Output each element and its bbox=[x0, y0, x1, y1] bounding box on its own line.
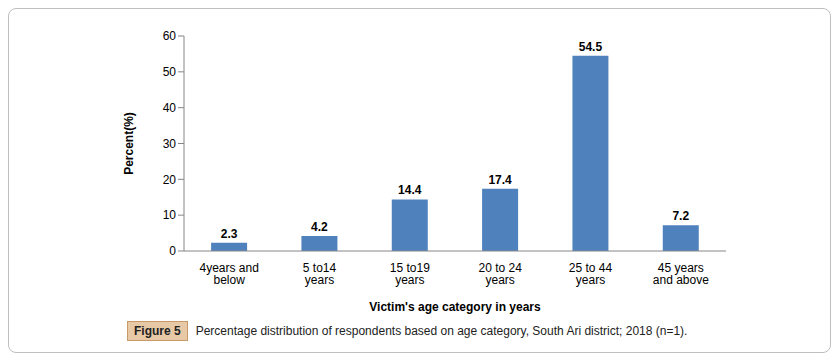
svg-text:17.4: 17.4 bbox=[488, 173, 512, 187]
svg-text:10: 10 bbox=[163, 208, 177, 222]
svg-text:25 to 44years: 25 to 44years bbox=[569, 261, 613, 287]
svg-text:7.2: 7.2 bbox=[672, 209, 689, 223]
svg-text:30: 30 bbox=[163, 137, 177, 151]
svg-text:20 to 24years: 20 to 24years bbox=[478, 261, 522, 287]
svg-text:15 to19years: 15 to19years bbox=[390, 261, 430, 287]
svg-text:4.2: 4.2 bbox=[311, 220, 328, 234]
svg-text:40: 40 bbox=[163, 101, 177, 115]
html-text:Percentage distribution of res: Percentage distribution of respondents b… bbox=[195, 324, 688, 338]
svg-text:14.4: 14.4 bbox=[398, 183, 422, 197]
svg-text:2.3: 2.3 bbox=[221, 227, 238, 241]
svg-text:0: 0 bbox=[169, 244, 176, 258]
svg-text:5 to14years: 5 to14years bbox=[303, 261, 337, 287]
svg-text:54.5: 54.5 bbox=[579, 40, 603, 54]
svg-text:Victim's age category in years: Victim's age category in years bbox=[369, 300, 541, 314]
svg-text:4years andbelow: 4years andbelow bbox=[199, 261, 258, 287]
svg-text:60: 60 bbox=[163, 29, 177, 43]
svg-text:20: 20 bbox=[163, 173, 177, 187]
html-text:Figure 5: Figure 5 bbox=[134, 324, 181, 338]
svg-text:Percent(%): Percent(%) bbox=[122, 112, 136, 175]
svg-text:50: 50 bbox=[163, 65, 177, 79]
svg-text:45 yearsand above: 45 yearsand above bbox=[653, 261, 709, 287]
